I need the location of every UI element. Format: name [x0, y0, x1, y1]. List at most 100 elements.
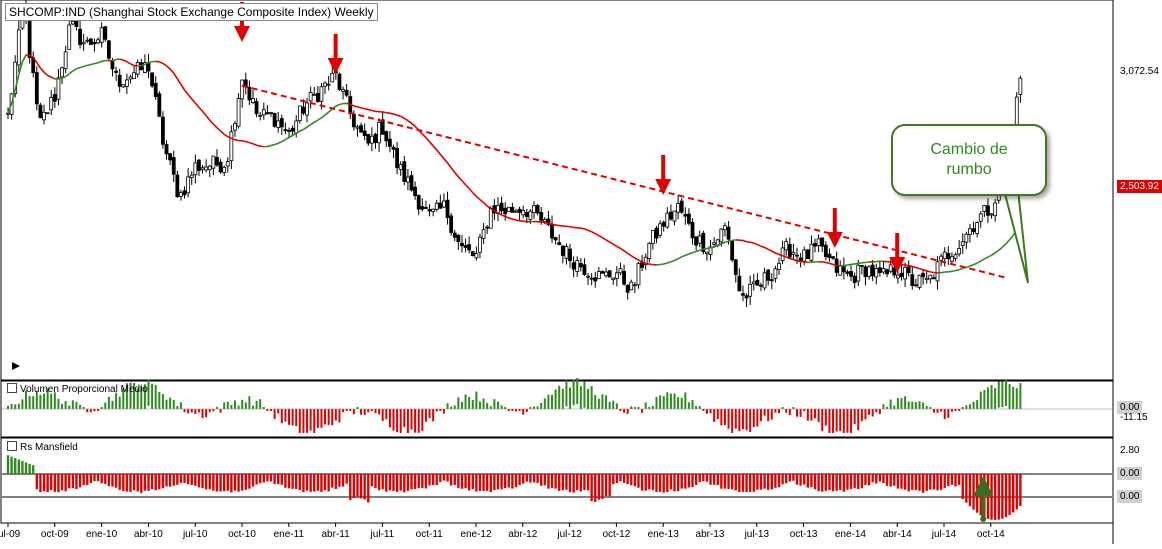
- volume-bar: [670, 394, 672, 409]
- moving-average-segment: [667, 262, 671, 263]
- volume-bar: [814, 409, 816, 418]
- volume-bar: [205, 409, 207, 417]
- volume-bar: [389, 409, 391, 427]
- candle-body: [958, 248, 961, 253]
- candle-body: [886, 270, 889, 274]
- moving-average-segment: [664, 263, 668, 264]
- moving-average-segment: [149, 62, 153, 63]
- x-tick-label: jul-14: [931, 529, 957, 540]
- moving-average-segment: [952, 271, 956, 272]
- x-tick-label: ene-14: [835, 529, 867, 540]
- candle-body: [929, 275, 932, 279]
- candle-body: [925, 278, 928, 279]
- volume-bar: [367, 409, 369, 412]
- volume-bar: [839, 409, 841, 431]
- moving-average-segment: [599, 236, 603, 238]
- collapse-icon[interactable]: [7, 441, 17, 451]
- up-arrow-base: [980, 516, 986, 522]
- volume-bar: [281, 409, 283, 423]
- candle-body: [882, 268, 885, 272]
- moving-average-segment: [707, 248, 711, 249]
- volume-bar: [825, 409, 827, 425]
- candle-body: [179, 193, 182, 197]
- moving-average-segment: [505, 217, 509, 218]
- moving-average-segment: [336, 105, 340, 106]
- candle-body: [277, 121, 280, 128]
- volume-bar: [836, 409, 838, 432]
- moving-average-segment: [559, 225, 563, 226]
- moving-average-segment: [84, 65, 88, 66]
- candle-body: [850, 271, 853, 276]
- volume-bar: [576, 378, 578, 404]
- volume-bar: [926, 406, 928, 409]
- volume-bar: [7, 406, 9, 409]
- volume-bar: [717, 409, 719, 419]
- candle-body: [151, 73, 154, 86]
- volume-bar: [828, 409, 830, 433]
- candle-body: [507, 207, 510, 211]
- moving-average-segment: [959, 268, 963, 269]
- moving-average-segment: [1006, 240, 1010, 244]
- volume-bar: [259, 399, 261, 409]
- moving-average-segment: [923, 270, 927, 271]
- candle-body: [669, 212, 672, 219]
- candle-body: [122, 85, 125, 87]
- moving-average-segment: [516, 220, 520, 221]
- moving-average-segment: [909, 265, 913, 266]
- volume-bar: [72, 400, 74, 409]
- candle-body: [273, 113, 276, 126]
- candle-body: [864, 267, 867, 277]
- volume-bar: [14, 404, 16, 409]
- candle-body: [601, 271, 604, 273]
- candle-body: [306, 103, 309, 115]
- volume-bar: [994, 388, 996, 409]
- volume-bar: [284, 409, 286, 422]
- candle-body: [569, 249, 572, 261]
- candle-body: [17, 30, 20, 65]
- volume-bar: [429, 409, 431, 418]
- candle-body: [691, 222, 694, 237]
- x-tick-label: ene-12: [460, 529, 492, 540]
- volume-bar: [1012, 387, 1014, 409]
- candle-body: [241, 80, 244, 99]
- candle-body: [889, 265, 892, 271]
- candle-body: [212, 156, 215, 168]
- volume-bar: [976, 400, 978, 409]
- volume-bar: [39, 395, 41, 409]
- candle-body: [399, 164, 402, 169]
- candle-body: [324, 83, 327, 86]
- moving-average-segment: [275, 143, 279, 144]
- moving-average-segment: [123, 60, 127, 62]
- candle-body: [118, 75, 121, 86]
- rs-zero-label: 0.00: [1117, 467, 1142, 480]
- candle-body: [770, 280, 773, 281]
- candle-body: [983, 205, 986, 211]
- candle-body: [50, 97, 53, 109]
- candle-body: [410, 176, 413, 190]
- moving-average-segment: [404, 118, 408, 120]
- moving-average-segment: [357, 107, 361, 108]
- volume-bar: [299, 409, 301, 433]
- moving-average-segment: [311, 122, 315, 124]
- candle-body: [500, 203, 503, 210]
- candle-body: [662, 222, 665, 226]
- candle-body: [64, 52, 67, 69]
- candle-body: [183, 191, 186, 195]
- volume-bar: [666, 392, 668, 409]
- candle-body: [536, 205, 539, 213]
- candle-body: [630, 282, 633, 290]
- moving-average-segment: [185, 90, 189, 94]
- moving-average-segment: [314, 120, 318, 122]
- candle-body: [976, 223, 979, 234]
- volume-bar: [605, 395, 607, 409]
- moving-average-segment: [682, 255, 686, 256]
- moving-average-segment: [711, 247, 715, 248]
- candle-body: [522, 210, 525, 214]
- rs-panel-title: Rs Mansfield: [7, 441, 78, 454]
- volume-bar: [991, 385, 993, 409]
- volume-bar: [749, 409, 751, 432]
- volume-bar: [724, 409, 726, 425]
- moving-average-segment: [512, 219, 516, 220]
- volume-bar: [645, 402, 647, 409]
- collapse-icon[interactable]: [7, 383, 17, 393]
